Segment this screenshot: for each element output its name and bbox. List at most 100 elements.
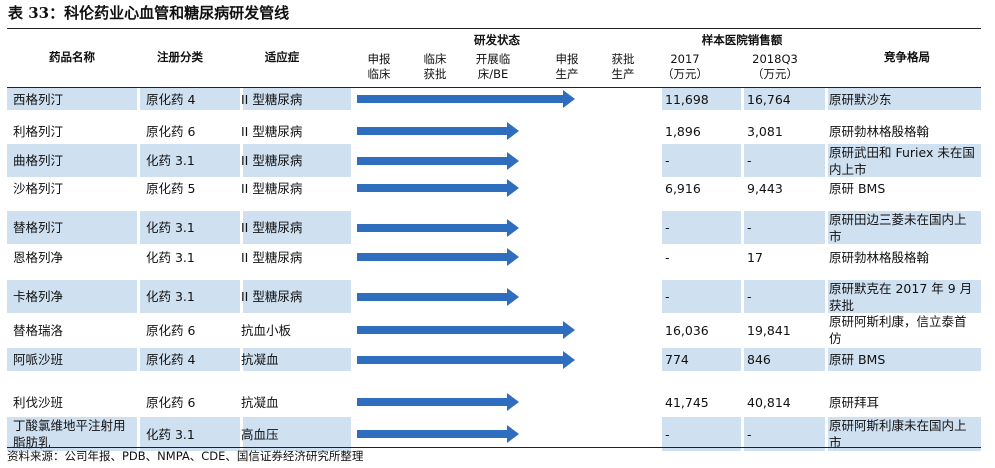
arrow-head — [507, 425, 519, 443]
cell-indication: 高血压 — [241, 417, 349, 451]
row-shade — [744, 348, 825, 371]
cell-text: 16,764 — [747, 91, 791, 107]
cell-sales2017: 41,745 — [665, 391, 739, 413]
header-divider — [7, 87, 981, 88]
arrow-head — [507, 393, 519, 411]
title-divider — [7, 28, 981, 29]
row-shade — [243, 144, 351, 177]
cell-sales2018: 3,081 — [747, 120, 823, 142]
table-title: 表 33：科伦药业心血管和糖尿病研发管线 — [8, 4, 290, 22]
cell-text: - — [747, 220, 752, 235]
arrow-head — [507, 248, 519, 266]
cell-sales2017: 1,896 — [665, 120, 739, 142]
progress-arrow — [357, 287, 519, 306]
cell-category: 化药 3.1 — [146, 144, 238, 177]
cell-text: - — [665, 153, 670, 168]
arrow-shaft — [357, 398, 507, 406]
arrow-shaft — [357, 184, 507, 192]
row-shade — [744, 417, 825, 451]
arrow-head — [563, 321, 575, 339]
cell-text: II 型糖尿病 — [241, 220, 303, 235]
header-dev-status: 研发状态 — [474, 33, 520, 47]
progress-arrow — [357, 321, 575, 339]
cell-text: - — [747, 426, 752, 442]
cell-sales2018: - — [747, 417, 823, 451]
cell-text: 原化药 4 — [146, 352, 196, 367]
cell-competition: 原研武田和 Furiex 未在国内上市 — [829, 144, 977, 177]
cell-drug: 替格列汀 — [13, 211, 135, 244]
cell-sales2018: 846 — [747, 348, 823, 371]
cell-drug: 沙格列汀 — [13, 177, 135, 199]
cell-text: 19,841 — [747, 322, 791, 338]
row-shade — [662, 211, 741, 244]
arrow-head — [563, 90, 575, 108]
cell-text: 原化药 6 — [146, 123, 196, 139]
cell-indication: 抗凝血 — [241, 348, 349, 371]
cell-text: 原研阿斯利康，信立泰首仿 — [829, 314, 967, 346]
row-shade — [7, 88, 137, 110]
cell-text: - — [665, 249, 670, 265]
row-shade — [140, 417, 240, 451]
cell-sales2018: 16,764 — [747, 88, 823, 110]
cell-indication: 抗血小板 — [241, 313, 349, 347]
table-row: 沙格列汀 原化药 5 II 型糖尿病 6,916 9,443 原研 BMS — [7, 177, 981, 199]
cell-drug: 替格瑞洛 — [13, 313, 135, 347]
row-shade — [744, 88, 825, 110]
cell-drug: 卡格列净 — [13, 280, 135, 313]
arrow-shaft — [357, 355, 563, 364]
cell-text: 11,698 — [665, 91, 709, 107]
cell-category: 原化药 5 — [146, 177, 238, 199]
cell-text: 17 — [747, 249, 763, 265]
header-stage-2: 临床 获批 — [423, 52, 447, 81]
cell-sales2017: 6,916 — [665, 177, 739, 199]
cell-drug: 恩格列净 — [13, 246, 135, 268]
row-shade — [744, 211, 825, 244]
table-row: 恩格列净 化药 3.1 II 型糖尿病 - 17 原研勃林格殷格翰 — [7, 246, 981, 268]
header-stage-4: 申报 生产 — [555, 52, 579, 81]
cell-text: - — [747, 289, 752, 304]
cell-sales2017: - — [665, 246, 739, 268]
progress-arrow — [357, 151, 519, 170]
cell-text: 化药 3.1 — [146, 426, 195, 442]
cell-text: II 型糖尿病 — [241, 249, 303, 265]
cell-text: 化药 3.1 — [146, 249, 195, 265]
cell-text: 原研阿斯利康未在国内上市 — [829, 418, 967, 450]
row-shade — [7, 348, 137, 371]
cell-sales2017: - — [665, 211, 739, 244]
row-shade — [140, 348, 240, 371]
row-shade — [243, 348, 351, 371]
row-shade — [744, 144, 825, 177]
header-year-2017: 2017 （万元） — [662, 52, 708, 81]
cell-text: II 型糖尿病 — [241, 180, 303, 196]
cell-text: 阿哌沙班 — [13, 352, 64, 367]
cell-indication: II 型糖尿病 — [241, 177, 349, 199]
arrow-shaft — [357, 95, 563, 103]
cell-text: 原研武田和 Furiex 未在国内上市 — [829, 144, 975, 177]
arrow-shaft — [357, 326, 563, 334]
cell-category: 原化药 6 — [146, 391, 238, 413]
row-shade — [662, 88, 741, 110]
cell-category: 原化药 4 — [146, 88, 238, 110]
cell-text: 原研勃林格殷格翰 — [829, 249, 930, 265]
table-row: 利格列汀 原化药 6 II 型糖尿病 1,896 3,081 原研勃林格殷格翰 — [7, 120, 981, 142]
arrow-head — [507, 151, 519, 170]
cell-drug: 利格列汀 — [13, 120, 135, 142]
table-row: 替格瑞洛 原化药 6 抗血小板 16,036 19,841 原研阿斯利康，信立泰首仿 — [7, 313, 981, 347]
progress-arrow — [357, 248, 519, 266]
cell-competition: 原研默克在 2017 年 9 月获批 — [829, 280, 977, 313]
row-shade — [662, 280, 741, 313]
cell-text: - — [665, 426, 670, 442]
cell-text: - — [665, 220, 670, 235]
table-header: 药品名称 注册分类 适应症 研发状态 样本医院销售额 竞争格局 申报 临床 临床… — [7, 30, 981, 86]
cell-text: 3,081 — [747, 123, 783, 139]
cell-text: 原化药 6 — [146, 322, 196, 338]
progress-arrow — [357, 350, 575, 369]
row-shade — [7, 211, 137, 244]
cell-indication: II 型糖尿病 — [241, 120, 349, 142]
cell-category: 化药 3.1 — [146, 280, 238, 313]
header-year-2018q3: 2018Q3 （万元） — [752, 52, 798, 81]
row-shade — [662, 417, 741, 451]
cell-category: 原化药 6 — [146, 313, 238, 347]
header-sales: 样本医院销售额 — [701, 33, 783, 47]
cell-text: 846 — [747, 352, 771, 367]
